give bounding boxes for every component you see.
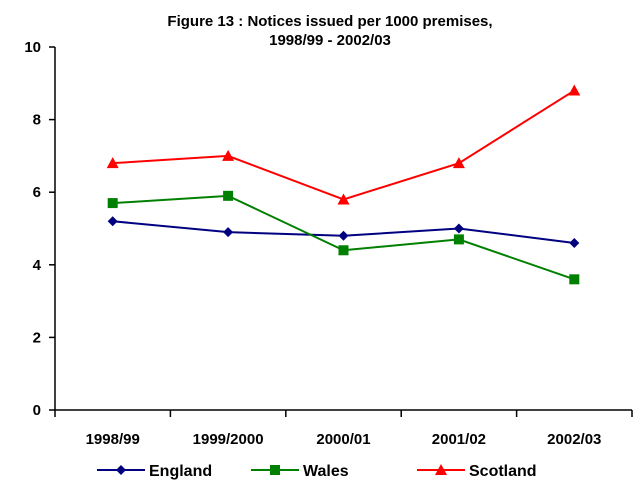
- data-point-scotland: [106, 157, 119, 169]
- data-point-scotland: [222, 149, 235, 161]
- x-ticks: 1998/99 1999/2000 2000/01 2001/02 2002/03: [54, 410, 633, 448]
- data-point-england: [223, 227, 234, 238]
- x-tick-label: 1999/2000: [193, 431, 264, 448]
- series-layer: [106, 84, 581, 285]
- data-point-wales: [569, 274, 580, 285]
- chart-title-line-2: 1998/99 - 2002/03: [269, 32, 391, 49]
- data-point-england: [453, 223, 464, 234]
- legend-item-scotland: Scotland: [417, 463, 537, 480]
- series-line-scotland: [112, 89, 575, 201]
- data-point-scotland: [568, 84, 581, 96]
- x-tick-label: 2002/03: [547, 431, 601, 448]
- legend-swatch-marker: [116, 465, 126, 475]
- y-tick-label: 10: [24, 39, 41, 56]
- legend-swatch-marker: [435, 464, 447, 475]
- x-tick-label: 1998/99: [86, 431, 140, 448]
- data-point-england: [107, 216, 118, 227]
- legend-label: Scotland: [469, 463, 537, 480]
- y-tick-label: 6: [33, 184, 41, 201]
- data-point-wales: [338, 245, 349, 256]
- data-point-wales: [107, 198, 118, 209]
- legend-label: Wales: [303, 463, 349, 480]
- data-point-scotland: [337, 193, 350, 205]
- y-tick-label: 0: [33, 402, 41, 419]
- legend-item-england: England: [97, 463, 212, 480]
- legend-swatch-marker: [270, 465, 280, 475]
- legend-item-wales: Wales: [251, 463, 349, 480]
- data-point-wales: [453, 234, 464, 245]
- legend: England Wales Scotland: [97, 463, 537, 480]
- x-tick-label: 2001/02: [432, 431, 486, 448]
- data-point-scotland: [452, 157, 465, 169]
- legend-label: England: [149, 463, 212, 480]
- x-tick-label: 2000/01: [316, 431, 370, 448]
- data-point-england: [338, 230, 349, 241]
- chart-title-line-1: Figure 13 : Notices issued per 1000 prem…: [167, 13, 492, 30]
- data-point-england: [569, 238, 580, 249]
- data-point-wales: [223, 190, 234, 201]
- y-tick-label: 8: [33, 112, 41, 129]
- series-scotland: [106, 84, 581, 205]
- y-tick-label: 2: [33, 329, 41, 346]
- y-ticks: 0 2 4 6 8 10: [24, 39, 55, 419]
- series-wales: [107, 190, 580, 285]
- y-tick-label: 4: [33, 257, 42, 274]
- series-england: [107, 216, 580, 249]
